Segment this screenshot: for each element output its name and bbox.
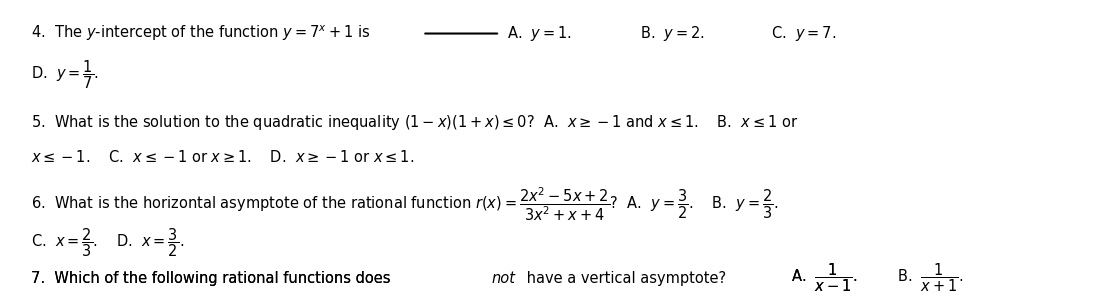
Text: A.  $\dfrac{1}{x-1}$.: A. $\dfrac{1}{x-1}$. xyxy=(791,262,857,294)
Text: A.  $\dfrac{1}{x-1}$.: A. $\dfrac{1}{x-1}$. xyxy=(791,262,857,294)
Text: C.  $y = 7$.: C. $y = 7$. xyxy=(771,24,837,43)
Text: D.  $y = \dfrac{1}{7}$.: D. $y = \dfrac{1}{7}$. xyxy=(31,58,99,91)
Text: 6.  What is the horizontal asymptote of the rational function $r(x) = \dfrac{2x^: 6. What is the horizontal asymptote of t… xyxy=(31,185,779,223)
Text: B.  $\dfrac{1}{x+1}$.: B. $\dfrac{1}{x+1}$. xyxy=(897,262,964,294)
Text: 7.  Which of the following rational functions does: 7. Which of the following rational funct… xyxy=(31,271,395,285)
Text: have a vertical asymptote?: have a vertical asymptote? xyxy=(521,271,725,285)
Text: C.  $x = \dfrac{2}{3}$.    D.  $x = \dfrac{3}{2}$.: C. $x = \dfrac{2}{3}$. D. $x = \dfrac{3}… xyxy=(31,227,184,259)
Text: 4.  The $y$-intercept of the function $y = 7^x + 1$ is: 4. The $y$-intercept of the function $y … xyxy=(31,24,371,43)
Text: 7.  Which of the following rational functions does: 7. Which of the following rational funct… xyxy=(31,271,395,285)
Text: A.  $y = 1$.: A. $y = 1$. xyxy=(507,24,571,43)
Text: $x \leq -1$.    C.  $x \leq -1$ or $x \geq 1$.    D.  $x \geq -1$ or $x \leq 1$.: $x \leq -1$. C. $x \leq -1$ or $x \geq 1… xyxy=(31,149,414,165)
Text: not: not xyxy=(491,271,516,285)
Text: B.  $y = 2$.: B. $y = 2$. xyxy=(639,24,705,43)
Text: 5.  What is the solution to the quadratic inequality $(1 - x)(1 + x) \leq 0$?  A: 5. What is the solution to the quadratic… xyxy=(31,113,798,132)
